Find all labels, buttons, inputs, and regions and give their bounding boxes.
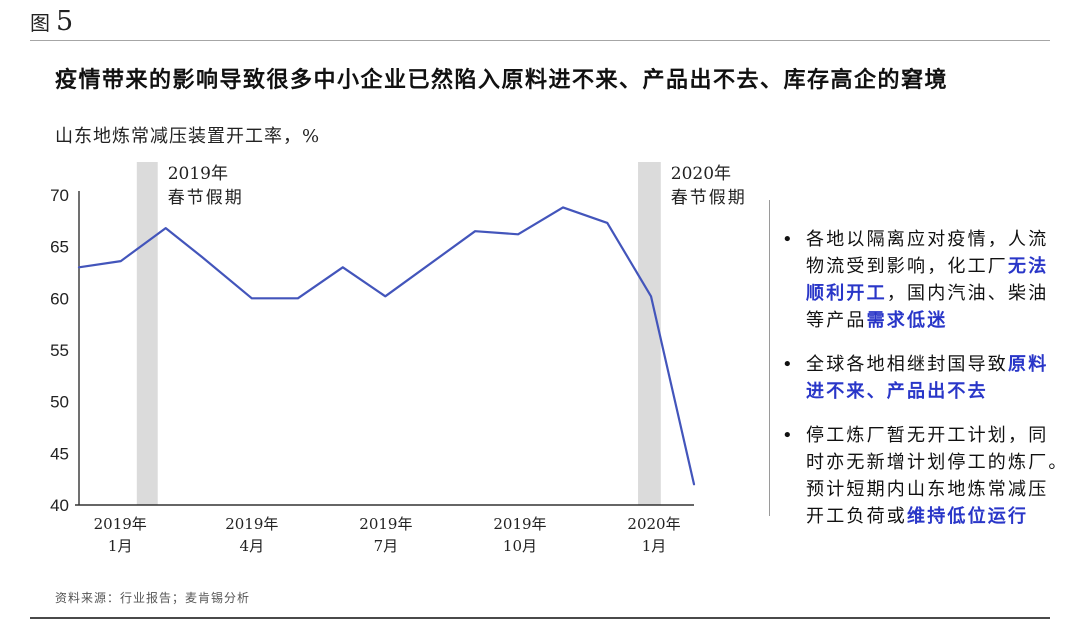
bullet-text: 各地以隔离应对疫情，人流 物流受到影响，化工厂无法 顺利开工，国内汽油、柴油 等… [806, 226, 1048, 334]
figure-number: 5 [56, 6, 74, 37]
x-tick-label-month: 7月 [374, 537, 399, 555]
figure-label-text: 图 [30, 11, 50, 35]
holiday-band-label-text: 春节假期 [671, 188, 747, 208]
bullet-text: 全球各地相继封国导致原料 进不来、产品出不去 [806, 351, 1048, 405]
bullet-text: 停工炼厂暂无开工计划，同 时亦无新增计划停工的炼厂。 预计短期内山东地炼常减压 … [806, 422, 1069, 530]
holiday-band [638, 162, 661, 505]
bullet-item: • 停工炼厂暂无开工计划，同 时亦无新增计划停工的炼厂。 预计短期内山东地炼常减压… [782, 422, 1074, 530]
footer-divider [30, 617, 1050, 619]
x-tick-label-year: 2019年 [359, 515, 412, 533]
vertical-divider [769, 200, 770, 516]
plain-text: 各地以隔离应对疫情，人流 物流受到影响，化工厂 [806, 229, 1049, 277]
line-chart: 2019年 春节假期 2020年 春节假期 40 45 50 55 60 65 70 2019年 1月 2… [30, 155, 770, 575]
y-tick-label: 55 [50, 341, 69, 360]
plain-text: 全球各地相继封国导致 [806, 354, 1008, 375]
holiday-band [136, 162, 158, 505]
x-tick-label-month: 1月 [108, 537, 133, 555]
x-tick-label-year: 2019年 [94, 515, 147, 533]
header-divider [30, 40, 1050, 41]
holiday-band-label-text: 春节假期 [168, 188, 244, 208]
holiday-band-label-year: 2020年 [671, 164, 731, 184]
y-tick-label: 60 [50, 289, 69, 308]
data-series-line [77, 206, 696, 486]
commentary-bullets: • 各地以隔离应对疫情，人流 物流受到影响，化工厂无法 顺利开工，国内汽油、柴油 … [782, 226, 1074, 547]
chart-title: 疫情带来的影响导致很多中小企业已然陷入原料进不来、产品出不去、库存高企的窘境 [55, 67, 949, 93]
y-tick-label: 45 [50, 444, 69, 463]
holiday-band-label-year: 2019年 [168, 164, 228, 184]
highlighted-text: 原料 进不来、产品出不去 [806, 354, 1049, 402]
plain-text: 停工炼厂暂无开工计划，同 时亦无新增计划停工的炼厂。 预计短期内山东地炼常减压 … [806, 425, 1069, 527]
plain-text: ，国内汽油、柴油 等产品 [806, 283, 1049, 331]
x-tick-label-year: 2019年 [225, 515, 278, 533]
bullet-item: • 全球各地相继封国导致原料 进不来、产品出不去 [782, 351, 1074, 405]
y-tick-label: 50 [50, 393, 69, 412]
y-tick-label: 40 [50, 496, 69, 515]
y-tick-label: 65 [50, 238, 69, 257]
y-tick-label: 70 [50, 186, 69, 205]
bullet-marker-icon: • [782, 425, 793, 446]
source-note: 资料来源：行业报告；麦肯锡分析 [55, 591, 251, 605]
x-tick-label-month: 1月 [642, 537, 667, 555]
bullet-marker-icon: • [782, 354, 793, 375]
highlighted-text: 需求低迷 [866, 310, 948, 331]
highlighted-text: 无法 顺利开工 [806, 256, 1049, 304]
chart-subtitle: 山东地炼常减压装置开工率，% [55, 126, 321, 147]
x-tick-label-year: 2020年 [627, 515, 680, 533]
highlighted-text: 维持低位运行 [907, 506, 1029, 527]
bullet-marker-icon: • [782, 229, 793, 250]
x-tick-label-year: 2019年 [493, 515, 546, 533]
bullet-item: • 各地以隔离应对疫情，人流 物流受到影响，化工厂无法 顺利开工，国内汽油、柴油 … [782, 226, 1074, 334]
x-tick-label-month: 4月 [240, 537, 265, 555]
x-tick-label-month: 10月 [503, 537, 537, 555]
line-chart-svg: 2019年春节假期2020年春节假期404550556065702019年1月2… [50, 162, 747, 555]
